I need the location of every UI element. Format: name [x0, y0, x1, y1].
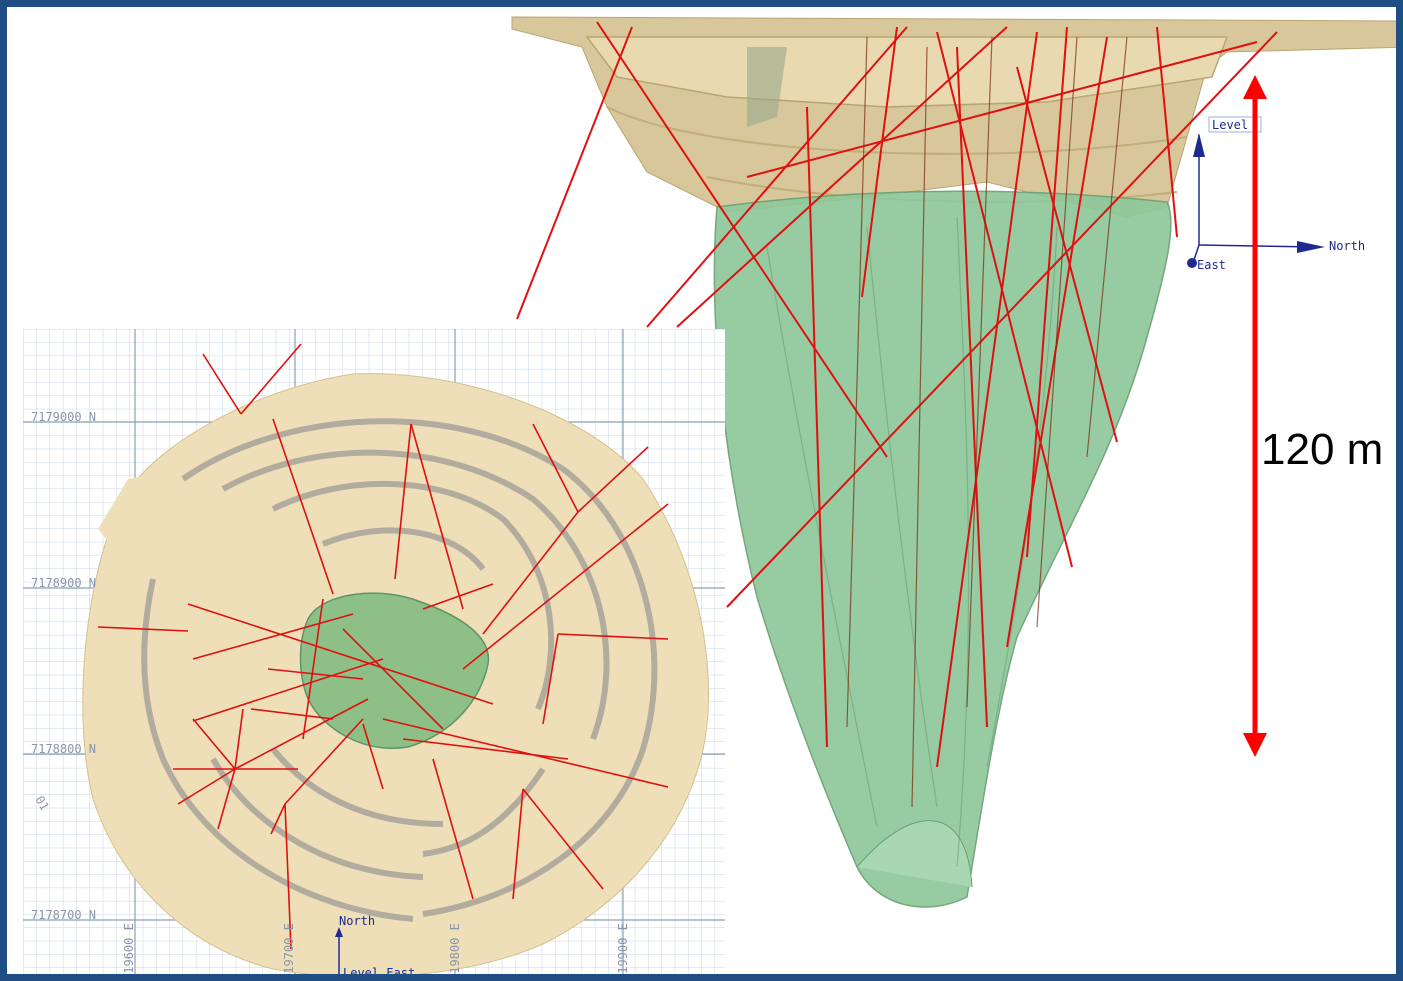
easting-label: 519900 E	[616, 923, 630, 981]
drillholes-3d	[516, 21, 1278, 768]
axis-label-level: Level	[1212, 118, 1248, 132]
easting-label: 519800 E	[448, 923, 462, 981]
axis-triad-3d	[1187, 116, 1325, 268]
northing-label: 7178700 N	[31, 908, 96, 922]
northing-label: 7178900 N	[31, 576, 96, 590]
plan-view-canvas: 7179000 N 7178900 N 7178800 N 7178700 N …	[23, 329, 725, 981]
drillholes-plan	[97, 343, 669, 950]
scale-bar	[1243, 75, 1267, 757]
axis-label-north: North	[1329, 239, 1365, 253]
northing-label: 7179000 N	[31, 410, 96, 424]
axis-label-east: East	[1197, 258, 1226, 272]
plan-view-inset: 7179000 N 7178900 N 7178800 N 7178700 N …	[23, 329, 725, 981]
plan-axis-north: North	[339, 914, 375, 928]
section-3d-view: Level North East	[511, 16, 1396, 908]
plan-axis-level-east: Level East	[343, 966, 415, 980]
northing-label: 7178800 N	[31, 742, 96, 756]
rotation-mark: 01	[32, 794, 51, 814]
easting-label: 519600 E	[122, 923, 136, 981]
axis-triad-plan	[335, 927, 343, 974]
scale-bar-label: 120 m	[1261, 425, 1384, 474]
easting-label: 519700 E	[282, 923, 296, 981]
